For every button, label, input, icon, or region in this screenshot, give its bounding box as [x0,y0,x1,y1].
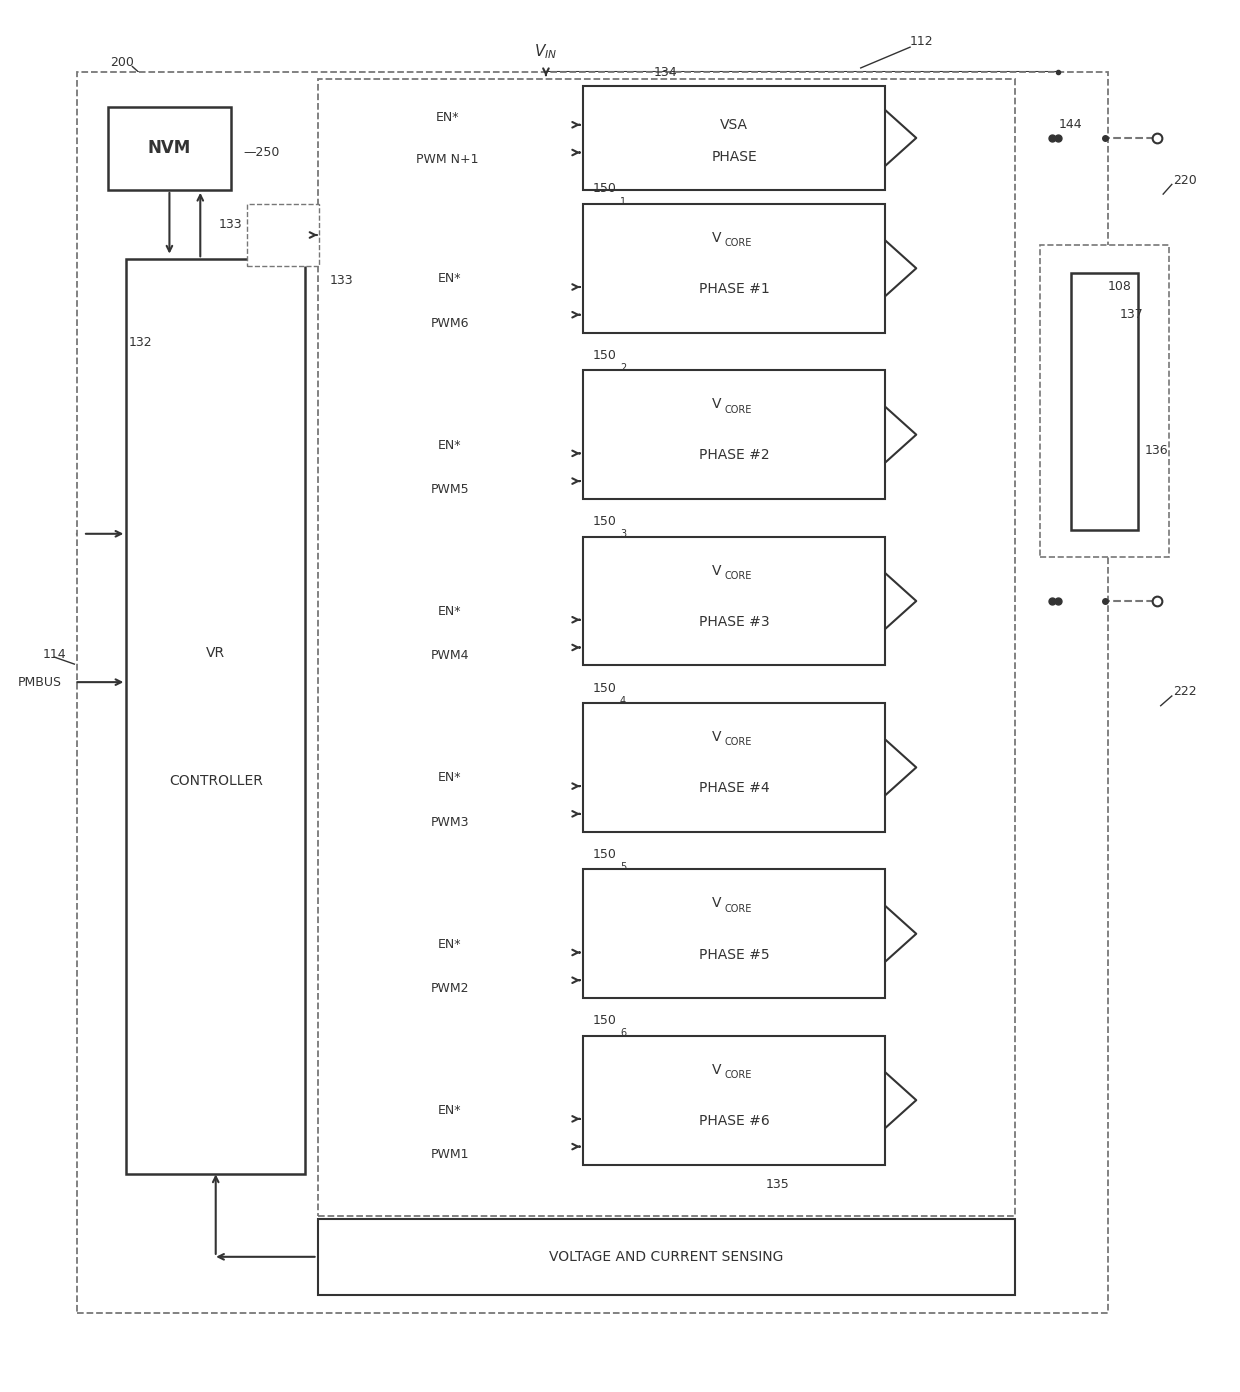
Text: 137: 137 [1120,308,1143,322]
Text: VR: VR [206,646,226,660]
Text: CORE: CORE [724,571,751,580]
Text: EN*: EN* [438,771,461,784]
Text: 200: 200 [110,56,134,68]
Text: CORE: CORE [724,903,751,913]
Text: V: V [712,729,722,743]
FancyBboxPatch shape [317,1218,1016,1295]
Text: 136: 136 [1145,444,1168,457]
Text: PHASE #6: PHASE #6 [699,1114,770,1128]
FancyBboxPatch shape [583,536,885,665]
Text: PWM6: PWM6 [430,316,469,330]
Text: 150: 150 [593,349,616,362]
Text: 112: 112 [910,35,934,49]
Text: PWM N+1: PWM N+1 [415,153,479,166]
Text: PWM2: PWM2 [430,981,469,995]
Text: CORE: CORE [724,238,751,248]
Text: CORE: CORE [724,1070,751,1080]
Text: 3: 3 [620,529,626,539]
Text: PHASE: PHASE [712,150,758,164]
Text: 114: 114 [42,647,66,661]
Text: 150: 150 [593,848,616,862]
Text: PWM1: PWM1 [430,1148,469,1161]
Text: EN*: EN* [435,111,459,124]
Text: V: V [712,1062,722,1076]
Text: 134: 134 [653,65,677,78]
Text: PHASE #3: PHASE #3 [699,615,770,629]
Text: V: V [712,397,722,411]
Text: EN*: EN* [438,273,461,285]
FancyBboxPatch shape [317,79,1016,1217]
Text: 150: 150 [593,515,616,528]
Text: NVM: NVM [148,139,191,157]
Text: PMBUS: PMBUS [17,675,62,689]
FancyBboxPatch shape [247,203,319,266]
Text: 135: 135 [765,1178,790,1190]
Text: 144: 144 [1058,118,1081,131]
Text: CORE: CORE [724,738,751,748]
Text: 2: 2 [620,363,626,373]
Text: 5: 5 [620,862,626,871]
Text: V: V [712,896,722,910]
Text: PWM4: PWM4 [430,649,469,663]
Text: 150: 150 [593,1015,616,1027]
FancyBboxPatch shape [77,72,1107,1313]
Text: 150: 150 [593,182,616,195]
Text: VOLTAGE AND CURRENT SENSING: VOLTAGE AND CURRENT SENSING [549,1250,784,1264]
Text: PHASE #4: PHASE #4 [699,781,770,795]
Text: PWM5: PWM5 [430,483,469,496]
FancyBboxPatch shape [583,370,885,500]
Text: 133: 133 [218,219,243,231]
Text: CONTROLLER: CONTROLLER [169,774,263,788]
Text: 6: 6 [620,1029,626,1038]
FancyBboxPatch shape [108,107,231,189]
Text: PHASE #1: PHASE #1 [699,283,770,296]
FancyBboxPatch shape [583,870,885,998]
Text: 132: 132 [129,335,153,349]
Text: V: V [712,231,722,245]
FancyBboxPatch shape [126,259,305,1175]
Text: PHASE #5: PHASE #5 [699,948,770,962]
Text: 133: 133 [330,274,353,287]
Text: 108: 108 [1107,281,1131,294]
Text: EN*: EN* [438,938,461,951]
FancyBboxPatch shape [583,1036,885,1165]
Text: EN*: EN* [438,438,461,451]
FancyBboxPatch shape [1070,273,1138,529]
Text: 150: 150 [593,682,616,695]
FancyBboxPatch shape [583,86,885,189]
Text: EN*: EN* [438,1104,461,1116]
FancyBboxPatch shape [1039,245,1169,557]
Text: EN*: EN* [438,606,461,618]
Text: 1: 1 [620,196,626,206]
Text: 222: 222 [1173,685,1197,699]
FancyBboxPatch shape [583,203,885,333]
Text: —250: —250 [243,146,280,159]
Text: PHASE #2: PHASE #2 [699,448,770,462]
Text: 220: 220 [1173,174,1197,187]
Text: $V_{IN}$: $V_{IN}$ [534,42,558,61]
Text: V: V [712,564,722,578]
Text: 4: 4 [620,696,626,706]
Text: CORE: CORE [724,405,751,415]
Text: VSA: VSA [720,118,748,132]
Text: PWM3: PWM3 [430,816,469,828]
FancyBboxPatch shape [583,703,885,832]
